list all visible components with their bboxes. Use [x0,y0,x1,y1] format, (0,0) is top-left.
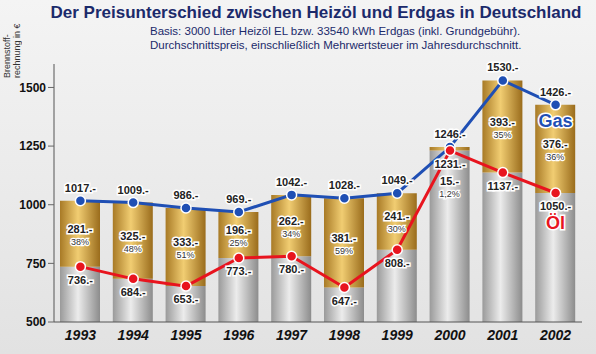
svg-text:51%: 51% [177,250,195,260]
svg-text:653.-: 653.- [173,293,198,305]
svg-text:684.-: 684.- [121,286,146,298]
svg-text:59%: 59% [335,246,353,256]
svg-text:647.-: 647.- [332,295,357,307]
svg-text:1500: 1500 [19,81,46,95]
svg-text:1994: 1994 [118,327,149,343]
svg-text:1017.-: 1017.- [65,182,97,194]
svg-text:1993: 1993 [65,327,96,343]
svg-text:1231.-: 1231.- [434,158,466,170]
svg-text:1009.-: 1009.- [118,184,150,196]
svg-text:2002: 2002 [539,327,571,343]
html-text:Durchschnittspreis, einschließ: Durchschnittspreis, einschließlich Mehrw… [150,39,522,51]
svg-text:381.-: 381.- [331,232,356,244]
svg-text:1997: 1997 [276,327,308,343]
svg-text:808.-: 808.- [385,257,410,269]
svg-text:48%: 48% [124,244,142,254]
svg-text:25%: 25% [229,238,247,248]
svg-text:1426.-: 1426.- [540,86,572,98]
svg-text:1049.-: 1049.- [382,174,414,186]
svg-text:773.-: 773.- [226,265,251,277]
svg-text:1028.-: 1028.- [329,179,361,191]
svg-text:Öl: Öl [546,213,565,233]
svg-text:1050.-: 1050.- [540,200,572,212]
svg-text:986.-: 986.- [173,189,198,201]
svg-text:15.-: 15.- [440,175,459,187]
svg-text:1042.-: 1042.- [276,176,308,188]
svg-text:1999: 1999 [382,327,413,343]
svg-text:1996: 1996 [223,327,254,343]
svg-text:1246.-: 1246.- [434,128,466,140]
svg-text:262.-: 262.- [279,215,304,227]
html-text:Der Preisunterschied zwischen: Der Preisunterschied zwischen Heizöl und… [50,3,582,22]
svg-text:196.-: 196.- [226,224,251,236]
svg-text:1,2%: 1,2% [439,189,460,199]
svg-text:333.-: 333.- [173,236,198,248]
svg-text:38%: 38% [71,237,89,247]
svg-text:969.-: 969.- [226,193,251,205]
svg-text:1995: 1995 [170,327,201,343]
svg-text:Gas: Gas [539,111,573,131]
svg-text:376.-: 376.- [543,138,568,150]
svg-text:34%: 34% [282,229,300,239]
svg-text:393.-: 393.- [490,116,515,128]
html-text:Brennstoff-rechnung in €: Brennstoff-rechnung in € [2,23,22,78]
svg-text:736.-: 736.- [68,274,93,286]
svg-text:1000: 1000 [19,198,46,212]
svg-text:750: 750 [26,257,46,271]
svg-text:1998: 1998 [329,327,360,343]
svg-text:500: 500 [26,315,46,329]
html-text:Basis: 3000 Liter Heizöl EL bz: Basis: 3000 Liter Heizöl EL bzw. 33540 k… [150,25,521,37]
svg-text:2000: 2000 [433,327,465,343]
svg-text:36%: 36% [546,152,564,162]
svg-text:325.-: 325.- [120,230,145,242]
svg-text:1137.-: 1137.- [488,180,519,192]
svg-text:30%: 30% [388,224,406,234]
svg-text:241.-: 241.- [384,210,409,222]
svg-text:2001: 2001 [486,327,518,343]
svg-text:1250: 1250 [19,139,46,153]
svg-text:780.-: 780.- [279,263,304,275]
svg-text:35%: 35% [493,130,511,140]
svg-text:1530.-: 1530.- [487,61,519,73]
svg-text:281.-: 281.- [67,223,92,235]
